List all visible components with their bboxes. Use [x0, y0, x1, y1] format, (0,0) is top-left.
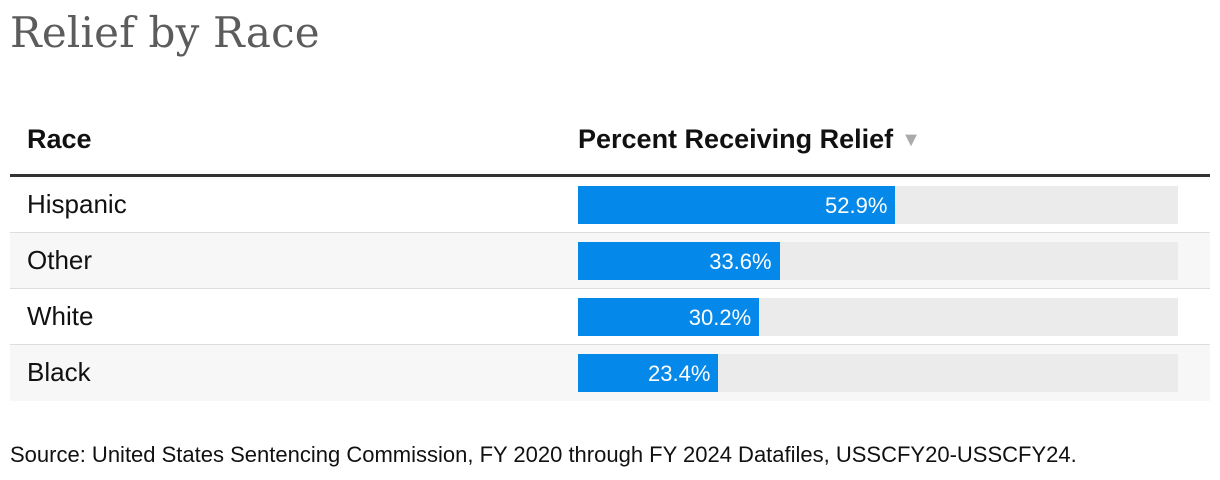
column-header-race[interactable]: Race — [27, 124, 92, 154]
bar-track: 23.4% — [578, 354, 1178, 392]
table-row: Hispanic 52.9% — [10, 177, 1210, 233]
table-row: Other 33.6% — [10, 233, 1210, 289]
table-row: Black 23.4% — [10, 345, 1210, 401]
race-label: Other — [27, 245, 93, 275]
column-header-percent[interactable]: Percent Receiving Relief ▼ — [578, 124, 921, 155]
bar-value-label: 52.9% — [825, 193, 888, 218]
bar-track: 33.6% — [578, 242, 1178, 280]
bar-track: 30.2% — [578, 298, 1178, 336]
bar-hispanic: 52.9% — [578, 186, 896, 224]
source-note: Source: United States Sentencing Commiss… — [10, 442, 1077, 467]
table-row: White 30.2% — [10, 289, 1210, 345]
bar-value-label: 30.2% — [688, 305, 752, 330]
sort-descending-icon[interactable]: ▼ — [901, 129, 921, 151]
bar-black: 23.4% — [578, 354, 719, 392]
page-title: Relief by Race — [10, 8, 320, 57]
bar-white: 30.2% — [578, 298, 760, 336]
column-header-percent-label: Percent Receiving Relief — [578, 124, 894, 154]
bar-value-label: 33.6% — [709, 249, 772, 274]
relief-table: Race Percent Receiving Relief ▼ Hispanic 5… — [10, 110, 1210, 401]
bar-other: 33.6% — [578, 242, 780, 280]
race-label: Hispanic — [27, 189, 127, 219]
race-label: White — [27, 301, 94, 331]
race-label: Black — [27, 357, 91, 387]
table-body: Hispanic 52.9% Other 33.6% White 30.2% Black 23… — [10, 177, 1210, 401]
bar-track: 52.9% — [578, 186, 1178, 224]
bar-value-label: 23.4% — [648, 361, 711, 386]
table-header: Race Percent Receiving Relief ▼ — [10, 110, 1210, 177]
